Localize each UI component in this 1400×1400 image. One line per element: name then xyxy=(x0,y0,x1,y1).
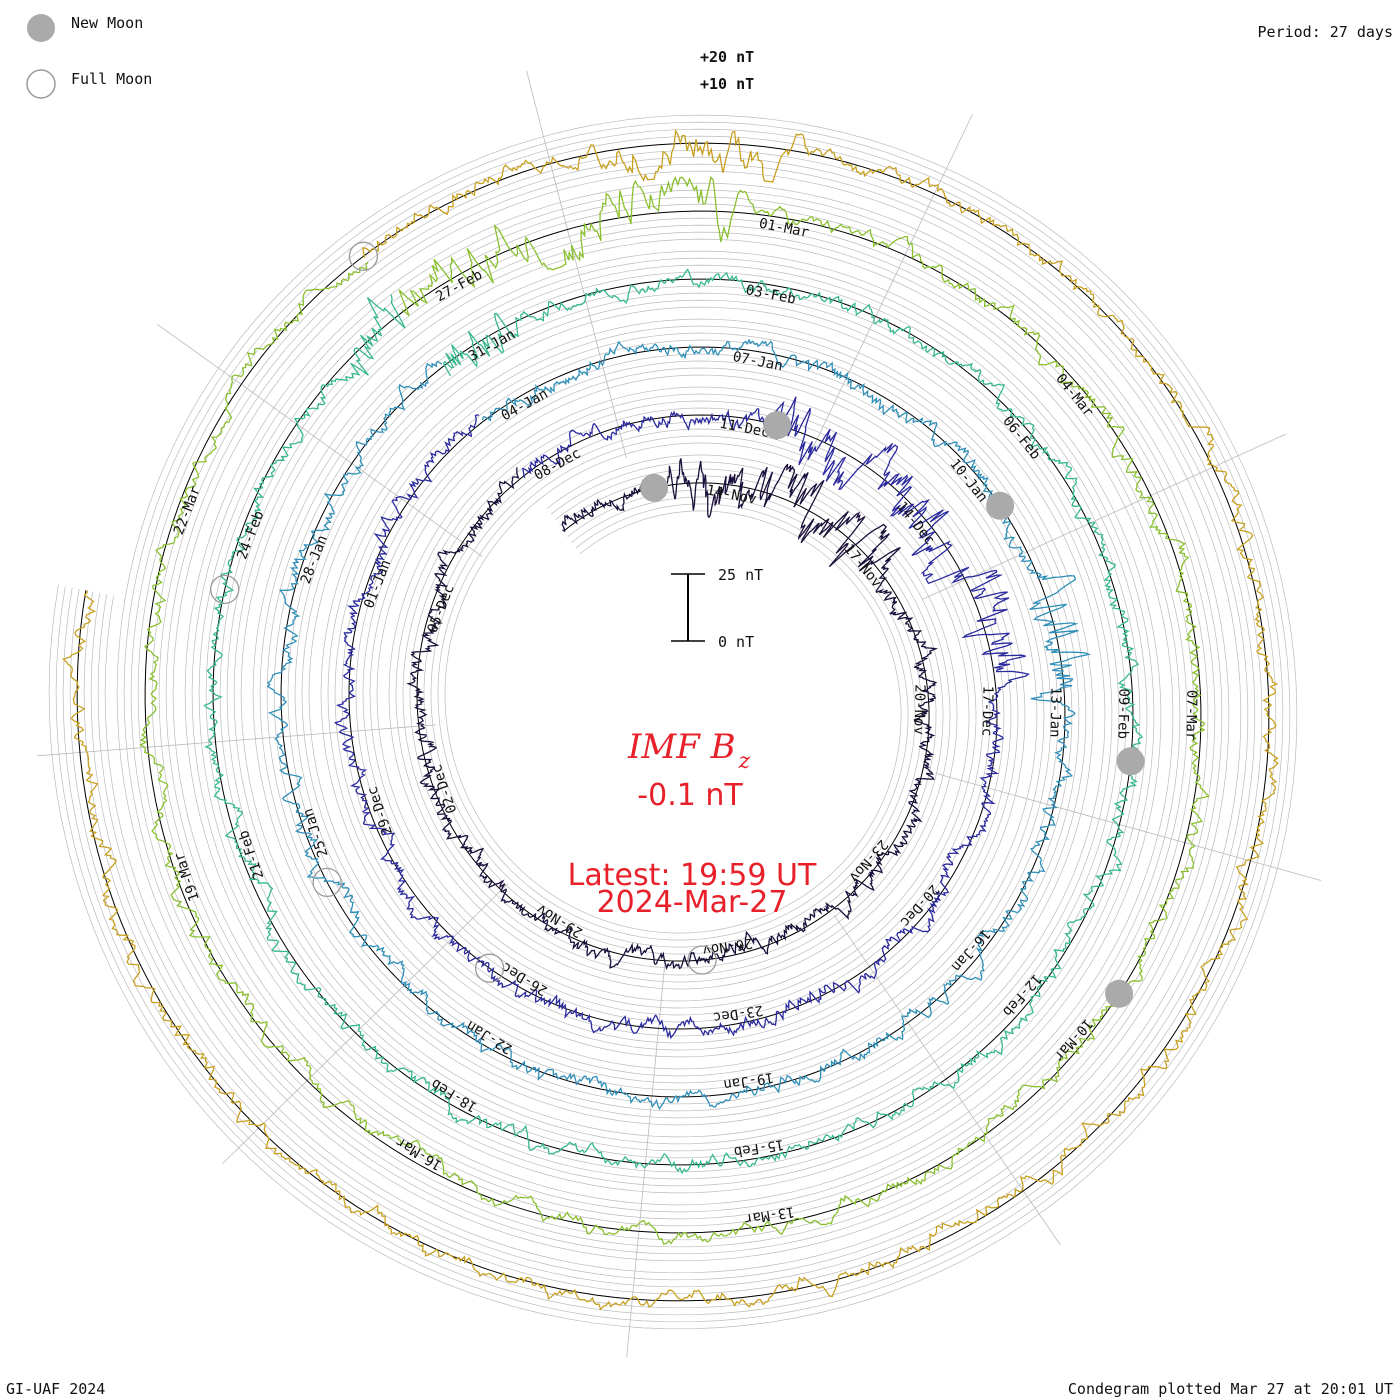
spoke-line xyxy=(935,773,1322,881)
trace-rotation-4 xyxy=(203,268,1143,1175)
date-label: 07-Mar xyxy=(1182,690,1199,741)
spoke-line xyxy=(626,958,666,1357)
trace-rotation-1 xyxy=(406,458,939,971)
moon-layer xyxy=(210,241,1145,1008)
date-label: 18-Feb xyxy=(429,1075,481,1115)
spoke-line xyxy=(222,883,509,1164)
new-moon-marker xyxy=(986,491,1015,520)
date-label: 22-Jan xyxy=(464,1017,516,1057)
date-label: 16-Jan xyxy=(948,926,993,975)
new-moon-marker xyxy=(1116,747,1145,776)
latest-date: 2024-Mar-27 xyxy=(597,885,788,920)
new-moon-marker xyxy=(1105,979,1134,1008)
date-label: 17-Dec xyxy=(979,686,996,737)
spoke-line xyxy=(37,724,436,757)
full-moon-marker xyxy=(348,241,379,271)
scale-label-plus20: +20 nT xyxy=(700,48,754,66)
spoke-line xyxy=(526,70,627,459)
legend xyxy=(26,14,56,99)
scale-bar-top-label: 25 nT xyxy=(718,566,763,584)
latest-time: Latest: 19:59 UT xyxy=(568,858,817,893)
date-label: 13-Mar xyxy=(743,1203,795,1227)
date-label: 20-Nov xyxy=(911,684,928,735)
full-moon-marker xyxy=(687,945,717,975)
grid-layer xyxy=(48,114,1298,1330)
date-label: 27-Feb xyxy=(433,267,485,305)
scale-bar xyxy=(671,573,705,642)
grid-line xyxy=(76,142,1270,1302)
zero-baseline xyxy=(76,142,1270,1302)
spoke-line xyxy=(156,323,483,558)
date-label: 16-Mar xyxy=(393,1133,445,1173)
full-moon-marker xyxy=(312,867,342,898)
footer-credit: GI-UAF 2024 xyxy=(6,1380,106,1398)
full-moon-marker xyxy=(474,953,505,983)
scale-label-plus10: +10 nT xyxy=(700,75,754,93)
date-label: 15-Feb xyxy=(733,1136,785,1160)
grid-line xyxy=(48,114,1298,1330)
current-value: -0.1 nT xyxy=(637,778,743,813)
trace-rotation-2 xyxy=(333,396,1030,1040)
new-moon-marker xyxy=(640,473,669,502)
new-moon-marker xyxy=(763,411,792,440)
date-label: 07-Jan xyxy=(731,349,784,374)
date-label-layer: 14-Nov17-Nov20-Nov23-Nov26-Nov29-Nov02-D… xyxy=(171,216,1199,1227)
trace-rotation-5 xyxy=(138,176,1211,1246)
date-label: 09-Feb xyxy=(1114,688,1131,739)
legend-new-moon-label: New Moon xyxy=(71,14,144,32)
baseline-layer xyxy=(76,142,1270,1302)
date-label: 12-Feb xyxy=(999,971,1044,1020)
trace-rotation-3 xyxy=(266,338,1092,1111)
date-label: 04-Jan xyxy=(499,386,551,424)
grid-line xyxy=(90,156,1256,1288)
full-moon-icon xyxy=(26,69,56,99)
grid-line xyxy=(55,121,1291,1323)
date-label: 13-Jan xyxy=(1047,687,1064,738)
new-moon-icon xyxy=(27,14,55,42)
grid-line xyxy=(97,163,1249,1281)
center-title-sub: z xyxy=(738,749,751,774)
grid-line xyxy=(62,128,1284,1316)
date-label: 19-Jan xyxy=(722,1069,774,1093)
trace-rotation-6 xyxy=(61,128,1279,1311)
date-label: 31-Jan xyxy=(466,326,518,364)
grid-line xyxy=(104,170,1242,1274)
date-label: 23-Nov xyxy=(845,836,890,885)
footer-plot-time: Condegram plotted Mar 27 at 20:01 UT xyxy=(1067,1380,1393,1398)
spoke-line xyxy=(799,114,973,476)
trace-layer xyxy=(61,128,1279,1311)
date-label: 03-Feb xyxy=(744,282,797,307)
scale-bar-bottom-label: 0 nT xyxy=(718,633,754,651)
date-label: 29-Nov xyxy=(534,901,586,941)
grid-line xyxy=(69,135,1277,1309)
legend-full-moon-label: Full Moon xyxy=(71,70,153,88)
center-title-main: IMF B xyxy=(627,727,736,767)
full-moon-marker xyxy=(210,574,240,605)
period-label: Period: 27 days xyxy=(1257,23,1393,41)
date-label: 23-Dec xyxy=(712,1002,764,1026)
spokes-layer xyxy=(37,70,1322,1357)
spoke-line xyxy=(921,433,1287,600)
